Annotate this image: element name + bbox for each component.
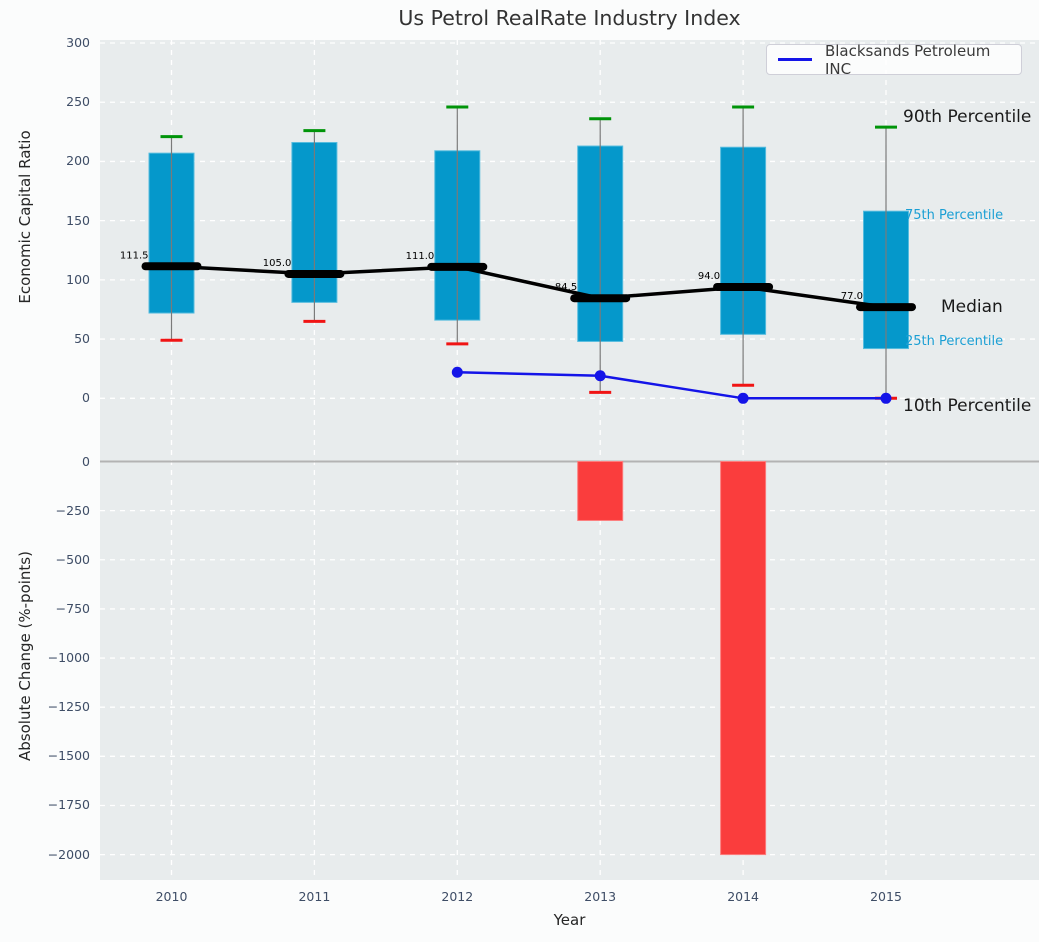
y-tick-label-bottom: −250: [55, 502, 90, 518]
annotation-10th-percentile: 10th Percentile: [903, 396, 1032, 416]
x-axis-label: Year: [553, 911, 586, 929]
median-marker: [570, 294, 631, 303]
y-tick-label-top: 250: [66, 94, 90, 110]
y-tick-label-bottom: 0: [82, 453, 90, 469]
y-tick-label-top: 150: [66, 212, 90, 228]
y-tick-label-top: 50: [74, 331, 90, 347]
median-marker: [856, 303, 916, 312]
median-value-label: 105.0: [263, 258, 292, 269]
annotation-median: Median: [941, 297, 1003, 317]
median-value-label: 111.5: [120, 250, 149, 261]
company-point: [880, 392, 892, 404]
median-value-label: 111.0: [406, 251, 435, 262]
x-tick-label: 2012: [441, 889, 474, 904]
median-value-label: 94.0: [698, 271, 720, 282]
x-tick-label: 2011: [298, 889, 331, 904]
y-tick-label-top: 200: [66, 153, 90, 169]
change-bar: [577, 461, 624, 521]
median-value-label: 77.0: [841, 291, 863, 302]
company-point: [451, 366, 463, 378]
x-tick-label: 2014: [727, 889, 759, 904]
y-tick-label-bottom: −1500: [47, 748, 90, 764]
median-marker: [141, 262, 202, 271]
median-value-label: 84.5: [555, 282, 577, 293]
annotation-25th-percentile: 25th Percentile: [905, 334, 1004, 349]
company-point: [737, 392, 749, 404]
chart-title: Us Petrol RealRate Industry Index: [398, 6, 741, 30]
x-tick-label: 2013: [584, 889, 617, 904]
y-tick-label-top: 0: [82, 390, 90, 406]
company-line: [457, 370, 886, 400]
y-tick-label-bottom: −2000: [47, 846, 90, 862]
change-bar: [720, 461, 767, 856]
plot-background: [100, 40, 1039, 880]
legend-label: Blacksands Petroleum INC: [824, 41, 991, 78]
legend-line-swatch: [778, 58, 812, 61]
y-tick-label-bottom: −750: [55, 600, 90, 616]
annotation-75th-percentile: 75th Percentile: [905, 208, 1004, 223]
y-tick-label-bottom: −1750: [47, 797, 90, 813]
y-tick-label-bottom: −500: [55, 551, 90, 567]
y-tick-label-bottom: −1000: [47, 650, 90, 666]
company-point: [594, 370, 606, 382]
median-marker: [713, 282, 774, 291]
median-marker: [284, 269, 345, 278]
y-tick-label-top: 100: [66, 271, 90, 287]
median-marker: [427, 262, 488, 271]
x-tick-label: 2015: [870, 889, 902, 904]
y-tick-label-top: 300: [66, 35, 90, 50]
legend: Blacksands Petroleum INC: [766, 41, 1022, 78]
x-tick-label: 2010: [155, 889, 188, 904]
y-tick-label-bottom: −1250: [47, 699, 90, 715]
annotation-90th-percentile: 90th Percentile: [903, 107, 1032, 127]
